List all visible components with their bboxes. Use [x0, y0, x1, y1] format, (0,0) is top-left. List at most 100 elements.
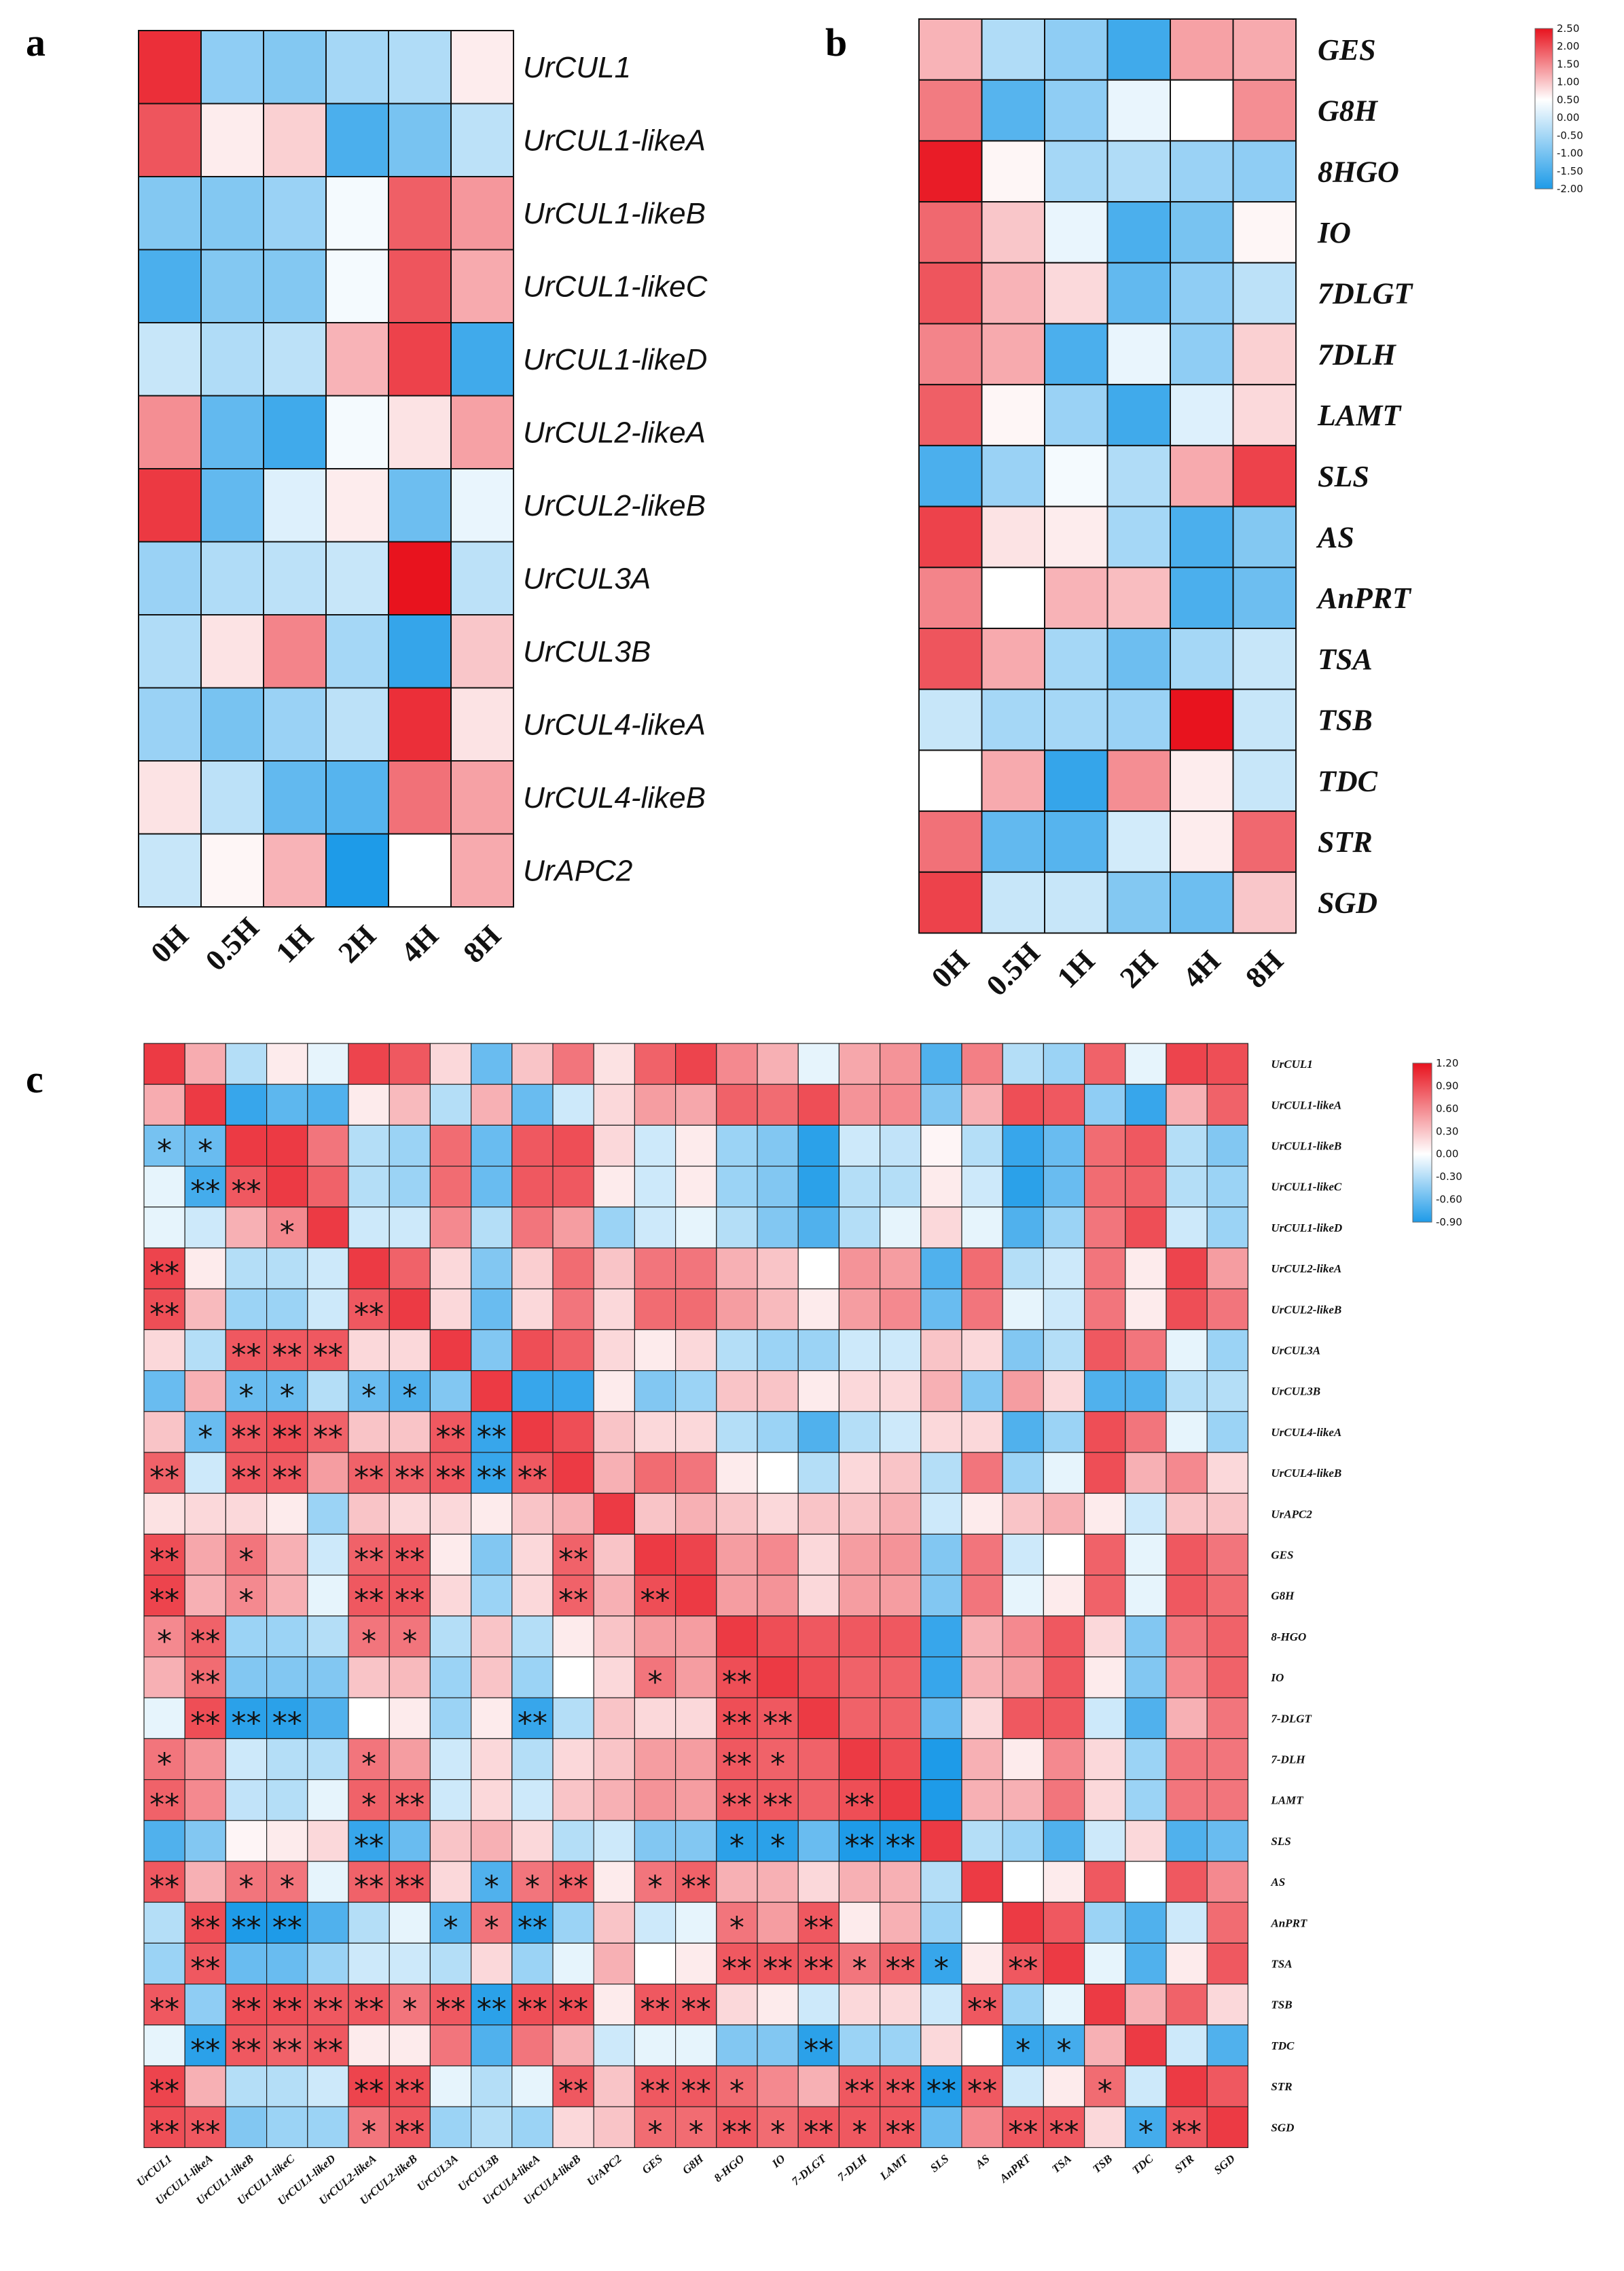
heatmap-c-cell [961, 1779, 1003, 1821]
heatmap-c-cell [429, 1656, 472, 1698]
heatmap-c-cell [143, 1370, 185, 1412]
heatmap-c-cell [429, 1492, 472, 1535]
heatmap-c-cell [429, 1247, 472, 1289]
heatmap-c-cell [593, 1697, 636, 1739]
heatmap-c-cell [1166, 1452, 1208, 1494]
heatmap-c-cell [348, 1861, 390, 1903]
heatmap-a-cell [325, 468, 389, 543]
heatmap-c-cell [266, 1411, 308, 1453]
heatmap-c-cell [348, 1206, 390, 1249]
heatmap-c-cell [552, 1656, 594, 1698]
heatmap-c-cell [225, 1575, 268, 1617]
heatmap-c-cell [920, 1575, 962, 1617]
heatmap-c-significance-mark: ** [518, 1706, 547, 1740]
heatmap-a-row-label: UrCUL4-likeA [523, 708, 706, 741]
heatmap-c-significance-mark: ** [477, 1992, 507, 2027]
heatmap-a-cell [388, 614, 452, 689]
heatmap-c-cell [552, 1861, 594, 1903]
heatmap-c-cell [348, 1492, 390, 1535]
legend-b-tick: -2.00 [1557, 183, 1583, 195]
heatmap-c-cell [716, 1738, 758, 1781]
heatmap-c-cell [879, 1492, 922, 1535]
heatmap-c-cell [593, 1492, 636, 1535]
heatmap-c-cell [143, 1411, 185, 1453]
heatmap-b-cell [1044, 384, 1108, 446]
heatmap-c-cell [1125, 1942, 1167, 1985]
heatmap-c-cell [470, 1411, 513, 1453]
heatmap-c-cell [674, 1165, 717, 1208]
heatmap-c-significance-mark: * [361, 1747, 376, 1782]
heatmap-c-cell [879, 1615, 922, 1658]
heatmap-c-cell [757, 1329, 799, 1372]
heatmap-c-cell [1083, 1738, 1126, 1781]
heatmap-c-cell [184, 1575, 227, 1617]
heatmap-b-cell [1232, 201, 1297, 264]
heatmap-c-cell [1043, 1452, 1085, 1494]
heatmap-c-cell [961, 1492, 1003, 1535]
heatmap-c-cell [266, 2065, 308, 2107]
heatmap-b-cell [918, 628, 983, 690]
heatmap-c-cell [716, 1942, 758, 1985]
heatmap-c-cell [266, 1656, 308, 1698]
heatmap-c-significance-mark: ** [190, 2115, 220, 2149]
heatmap-c-cell [920, 1329, 962, 1372]
heatmap-c-significance-mark: ** [886, 2074, 916, 2109]
heatmap-c-significance-mark: ** [845, 1829, 875, 1863]
heatmap-c-cell [389, 1984, 431, 2026]
heatmap-c-cell [552, 1738, 594, 1781]
heatmap-c-cell [429, 1124, 472, 1167]
heatmap-c-cell [716, 1329, 758, 1372]
heatmap-a-cell [200, 541, 264, 615]
heatmap-c-cell [961, 1452, 1003, 1494]
heatmap-c-significance-mark: * [361, 1624, 376, 1659]
heatmap-c-cell [1083, 1779, 1126, 1821]
heatmap-c-cell [184, 1329, 227, 1372]
heatmap-a-cell [450, 103, 514, 177]
heatmap-c-cell [838, 1288, 881, 1330]
heatmap-c-cell [674, 1206, 717, 1249]
heatmap-c-cell [307, 2065, 349, 2107]
heatmap-c-significance-mark: ** [681, 1870, 711, 1904]
heatmap-c-cell [674, 1124, 717, 1167]
heatmap-c-cell [143, 1656, 185, 1698]
heatmap-c-col-label: GES [640, 2152, 666, 2177]
heatmap-c-cell [552, 1329, 594, 1372]
heatmap-c-cell [389, 1942, 431, 1985]
heatmap-c-cell [1043, 1942, 1085, 1985]
heatmap-c-cell [307, 1288, 349, 1330]
heatmap-c-cell [1083, 1533, 1126, 1576]
heatmap-c-cell [634, 1575, 676, 1617]
heatmap-c-row-label: SLS [1271, 1835, 1291, 1848]
heatmap-c-cell [348, 1697, 390, 1739]
heatmap-c-cell [225, 1452, 268, 1494]
heatmap-c-cell [1166, 1124, 1208, 1167]
heatmap-c-cell [634, 1124, 676, 1167]
heatmap-c-cell [838, 1575, 881, 1617]
heatmap-c-cell [1083, 1411, 1126, 1453]
heatmap-c-significance-mark: ** [436, 1461, 466, 1495]
heatmap-c-cell [961, 1206, 1003, 1249]
heatmap-c-cell [429, 1370, 472, 1412]
heatmap-c-cell [348, 1779, 390, 1821]
heatmap-c-cell [674, 1861, 717, 1903]
heatmap-c-cell [470, 1575, 513, 1617]
heatmap-c-cell [1206, 1329, 1248, 1372]
heatmap-b-cell [981, 140, 1045, 203]
heatmap-c-cell [511, 1820, 554, 1862]
heatmap-c-cell [184, 1697, 227, 1739]
heatmap-c-cell [1125, 1084, 1167, 1126]
heatmap-b-cell [1106, 810, 1171, 873]
heatmap-c-cell [797, 2065, 840, 2107]
heatmap-a-cell [450, 30, 514, 105]
heatmap-c-cell [1125, 1861, 1167, 1903]
heatmap-c-cell [961, 1288, 1003, 1330]
heatmap-c-cell [307, 1043, 349, 1085]
legend-c-tick: -0.90 [1436, 1216, 1462, 1228]
heatmap-c-cell [716, 2065, 758, 2107]
heatmap-c-cell [348, 1656, 390, 1698]
heatmap-c-significance-mark: ** [518, 1461, 547, 1495]
heatmap-c-cell [716, 1779, 758, 1821]
heatmap-c-cell [879, 1288, 922, 1330]
heatmap-c-cell [511, 2065, 554, 2107]
heatmap-b-cell [981, 79, 1045, 142]
